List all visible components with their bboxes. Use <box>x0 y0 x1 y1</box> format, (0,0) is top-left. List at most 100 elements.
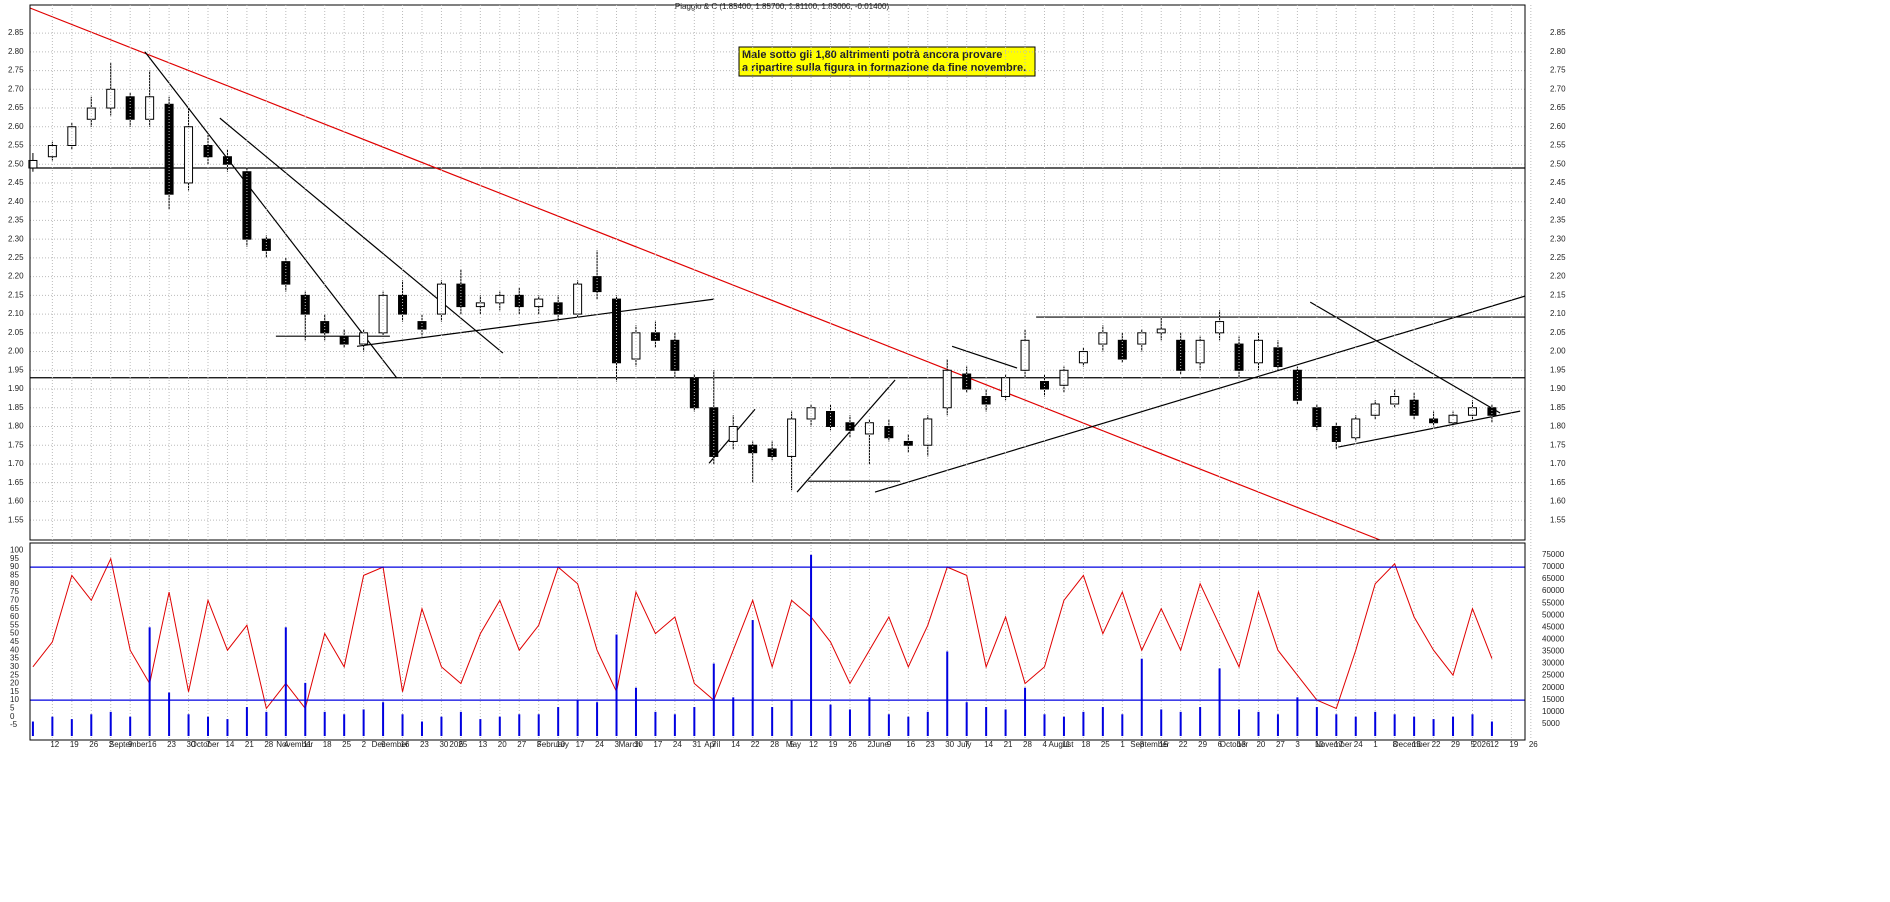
candle-body <box>728 425 738 442</box>
y-tick-label: 80 <box>10 579 19 588</box>
chart-title: Piaggio & C (1.85400, 1.85700, 1.81100, … <box>675 2 890 11</box>
volume-bar <box>168 692 171 737</box>
x-tick-label: 23 <box>167 740 176 749</box>
y-tick-label: 1.80 <box>1550 422 1566 431</box>
y-tick-label: 2.60 <box>8 122 24 131</box>
y-tick-label: 1.55 <box>8 515 24 524</box>
trendline <box>144 51 398 379</box>
y-tick-label: 2.20 <box>8 272 24 281</box>
x-tick-label: 8 <box>1140 740 1145 749</box>
y-tick-label: 2.80 <box>8 47 24 56</box>
y2-tick-label: 20000 <box>1542 683 1565 692</box>
month-label: 2025 <box>449 740 467 749</box>
trendline <box>951 345 1018 369</box>
x-tick-label: 30 <box>945 740 954 749</box>
volume-bar <box>1413 716 1416 737</box>
y-tick-label: 0 <box>10 712 15 721</box>
volume-bar <box>479 719 482 737</box>
x-tick-label: 3 <box>615 740 620 749</box>
y-tick-label: 90 <box>10 562 19 571</box>
y-tick-label: 2.40 <box>1550 197 1566 206</box>
month-label: November <box>276 740 313 749</box>
x-tick-label: 4 <box>1042 740 1047 749</box>
volume-bar <box>245 707 248 737</box>
y-tick-label: 2.35 <box>1550 216 1566 225</box>
volume-bar <box>90 714 93 737</box>
x-tick-label: 9 <box>381 740 386 749</box>
x-tick-label: 16 <box>148 740 157 749</box>
x-tick-label: 28 <box>770 740 779 749</box>
x-tick-label: 23 <box>420 740 429 749</box>
y-tick-label: 2.15 <box>1550 290 1566 299</box>
candle-body <box>845 422 855 431</box>
volume-bar <box>1490 721 1493 737</box>
volume-bar <box>926 711 929 737</box>
volume-bar <box>1257 711 1260 737</box>
y2-tick-label: 30000 <box>1542 659 1565 668</box>
candle-body <box>1039 381 1049 390</box>
y-tick-label: 2.65 <box>1550 103 1566 112</box>
y-tick-label: 15 <box>10 687 19 696</box>
y-tick-label: 2.85 <box>8 28 24 37</box>
volume-bar <box>382 702 385 737</box>
y-tick-label: 65 <box>10 604 19 613</box>
volume-bar <box>576 699 579 737</box>
volume-bar <box>187 714 190 737</box>
x-tick-label: 3 <box>537 740 542 749</box>
y-tick-label: 40 <box>10 645 19 654</box>
volume-bar <box>206 716 209 737</box>
x-tick-label: 14 <box>731 740 740 749</box>
volume-bar <box>1140 658 1143 737</box>
y2-tick-label: 40000 <box>1542 634 1565 643</box>
y-tick-label: 2.10 <box>1550 309 1566 318</box>
x-tick-label: 18 <box>1081 740 1090 749</box>
x-tick-label: 26 <box>89 740 98 749</box>
y-tick-label: 1.85 <box>1550 403 1566 412</box>
candle-body <box>475 302 485 308</box>
volume-bar <box>1199 707 1202 737</box>
volume-bar <box>1432 719 1435 737</box>
x-tick-label: 29 <box>1451 740 1460 749</box>
y-tick-label: 2.45 <box>1550 178 1566 187</box>
x-tick-label: 24 <box>595 740 604 749</box>
y-tick-label: 50 <box>10 629 19 638</box>
volume-bar <box>537 714 540 737</box>
volume-bar <box>1218 668 1221 737</box>
x-tick-label: 22 <box>1179 740 1188 749</box>
x-tick-label: 3 <box>1295 740 1300 749</box>
plot-frame <box>29 4 1526 541</box>
y-tick-label: 2.55 <box>1550 141 1566 150</box>
volume-bar <box>790 699 793 737</box>
trendline <box>356 298 715 347</box>
volume-bar <box>829 704 832 737</box>
x-tick-label: 7 <box>206 740 211 749</box>
y-tick-label: 2.10 <box>8 309 24 318</box>
volume-bar <box>129 716 132 737</box>
x-tick-label: 28 <box>264 740 273 749</box>
volume-bar <box>1024 687 1027 737</box>
x-tick-label: 17 <box>653 740 662 749</box>
month-label: 2026 <box>1473 740 1491 749</box>
y2-tick-label: 55000 <box>1542 598 1565 607</box>
x-tick-label: 21 <box>245 740 254 749</box>
x-tick-label: 19 <box>70 740 79 749</box>
x-tick-label: 26 <box>1529 740 1538 749</box>
y2-tick-label: 35000 <box>1542 647 1565 656</box>
y-tick-label: 95 <box>10 554 19 563</box>
x-tick-label: 14 <box>225 740 234 749</box>
candle-body <box>981 396 991 405</box>
volume-bar <box>693 707 696 737</box>
candle-body <box>242 171 252 240</box>
volume-bar <box>887 714 890 737</box>
x-tick-label: 1 <box>1373 740 1378 749</box>
candle-body <box>184 126 194 184</box>
y-tick-label: 10 <box>10 695 19 704</box>
x-tick-label: 18 <box>323 740 332 749</box>
annotation: Male sotto gli 1,80 altrimenti potrà anc… <box>742 49 1002 61</box>
volume-bar <box>673 714 676 737</box>
y-tick-label: 2.05 <box>8 328 24 337</box>
volume-bar <box>810 554 813 737</box>
volume-bar <box>634 687 637 737</box>
volume-bar <box>420 721 423 737</box>
x-tick-label: 25 <box>342 740 351 749</box>
